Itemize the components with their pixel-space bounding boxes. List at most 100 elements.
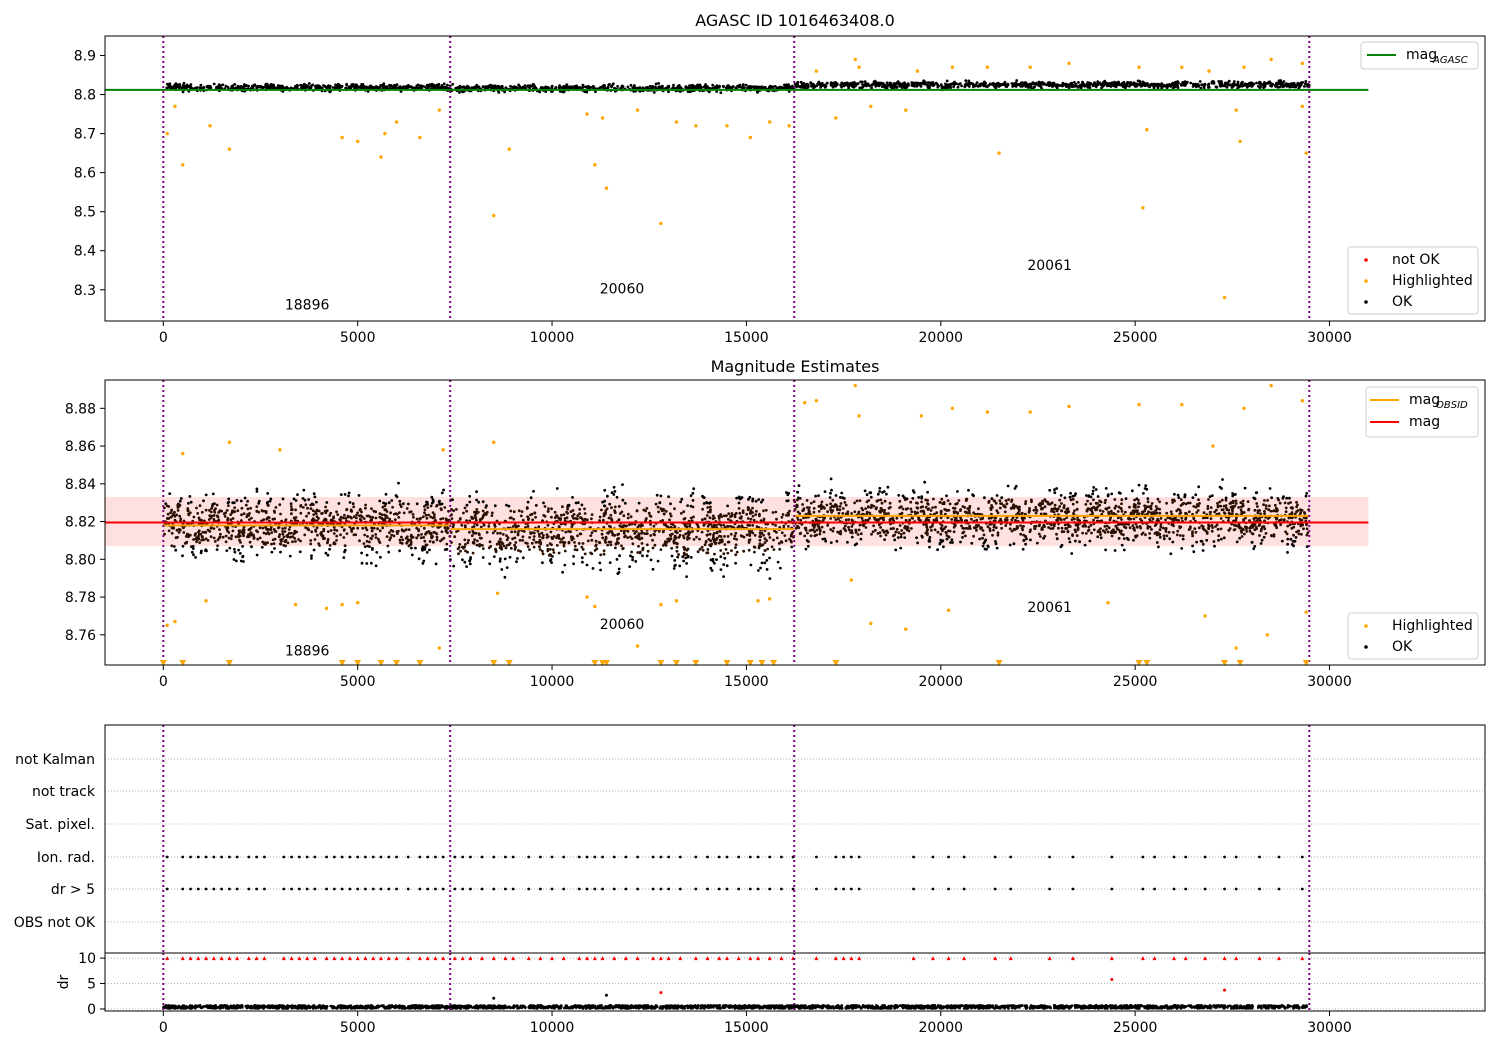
ok-point: [1061, 84, 1064, 88]
ok-point: [621, 85, 625, 88]
ok-point: [279, 539, 283, 543]
ok-point: [1128, 526, 1132, 530]
ok-point: [533, 511, 537, 515]
ok-point: [529, 496, 533, 500]
ok-point: [874, 80, 878, 84]
ok-point: [799, 85, 802, 88]
ok-point: [774, 510, 778, 514]
ok-point: [412, 515, 415, 519]
ok-point: [468, 494, 472, 498]
ok-point: [1172, 82, 1176, 86]
ok-point: [751, 506, 754, 510]
ok-point: [764, 508, 768, 512]
ok-point: [886, 485, 890, 489]
ok-point: [479, 525, 483, 529]
ok-point: [677, 553, 680, 556]
ok-point: [1289, 537, 1293, 541]
ok-point: [199, 532, 203, 536]
ok-point: [602, 552, 606, 556]
ok-point: [378, 515, 382, 519]
ok-point: [169, 511, 173, 514]
ok-point: [763, 549, 767, 552]
ok-point: [417, 533, 420, 537]
ok-point: [589, 534, 593, 537]
ok-point: [474, 516, 478, 520]
ok-point: [1237, 85, 1241, 89]
ok-point: [762, 533, 765, 537]
ok-point: [636, 536, 640, 540]
ok-point: [471, 551, 475, 555]
ok-point: [191, 544, 195, 548]
ok-point: [247, 533, 250, 537]
ok-point: [698, 83, 702, 87]
ok-point: [722, 552, 726, 556]
ok-point: [923, 480, 927, 484]
ok-point: [1070, 84, 1073, 87]
ok-point: [926, 84, 930, 88]
ok-point: [474, 531, 478, 535]
ok-point: [320, 531, 323, 534]
ok-point: [291, 540, 294, 544]
ok-point: [705, 501, 709, 505]
ok-point: [719, 523, 723, 527]
ok-point: [841, 82, 845, 86]
ok-point: [604, 509, 608, 513]
ok-point: [303, 84, 307, 88]
ok-point: [458, 543, 462, 546]
ok-point: [702, 496, 706, 499]
ok-point: [564, 530, 568, 534]
ok-point: [718, 530, 722, 533]
ok-point: [598, 519, 601, 522]
ok-point: [832, 81, 836, 85]
ok-point: [641, 554, 644, 558]
ok-point: [1053, 503, 1057, 507]
ok-point: [246, 513, 249, 517]
ok-point: [321, 511, 324, 515]
ok-point: [752, 518, 756, 522]
ok-point: [1072, 80, 1076, 84]
ok-point: [316, 533, 319, 537]
ok-point: [391, 86, 395, 90]
ok-point: [504, 86, 508, 90]
ok-point: [618, 554, 621, 558]
ok-point: [738, 511, 742, 515]
ok-point: [703, 543, 707, 547]
ok-point: [1259, 85, 1262, 89]
ok-point: [326, 84, 330, 88]
ok-point: [572, 555, 575, 558]
ok-point: [385, 535, 389, 538]
ok-point: [1063, 518, 1066, 521]
highlighted-point: [394, 120, 399, 124]
ok-point: [296, 493, 299, 496]
ok-point: [255, 85, 259, 89]
ok-point: [796, 498, 799, 502]
ok-point: [583, 512, 587, 515]
ok-point: [212, 82, 216, 86]
ok-point: [780, 541, 784, 544]
ok-point: [772, 538, 775, 542]
ok-point: [649, 558, 653, 562]
highlighted-point: [1222, 295, 1227, 300]
ok-point: [552, 535, 556, 538]
ok-point: [537, 540, 540, 544]
legend-label-subscript: AGASC: [1432, 55, 1468, 66]
ok-point: [1043, 505, 1047, 508]
ok-point: [455, 508, 458, 511]
ok-point: [809, 81, 813, 84]
ok-point: [343, 550, 346, 554]
ok-point: [324, 505, 327, 509]
ok-point: [538, 535, 541, 538]
ok-point: [301, 506, 305, 509]
ok-point: [494, 547, 497, 551]
ok-point: [1234, 499, 1238, 503]
ok-point: [603, 488, 607, 492]
ok-point: [680, 497, 684, 501]
ok-point: [767, 532, 771, 536]
ok-point: [274, 506, 278, 509]
ok-point: [310, 554, 313, 558]
ok-point: [1201, 542, 1205, 546]
ok-point: [1092, 486, 1096, 489]
ok-point: [900, 82, 904, 86]
ok-point: [684, 524, 687, 528]
ok-point: [301, 84, 305, 88]
